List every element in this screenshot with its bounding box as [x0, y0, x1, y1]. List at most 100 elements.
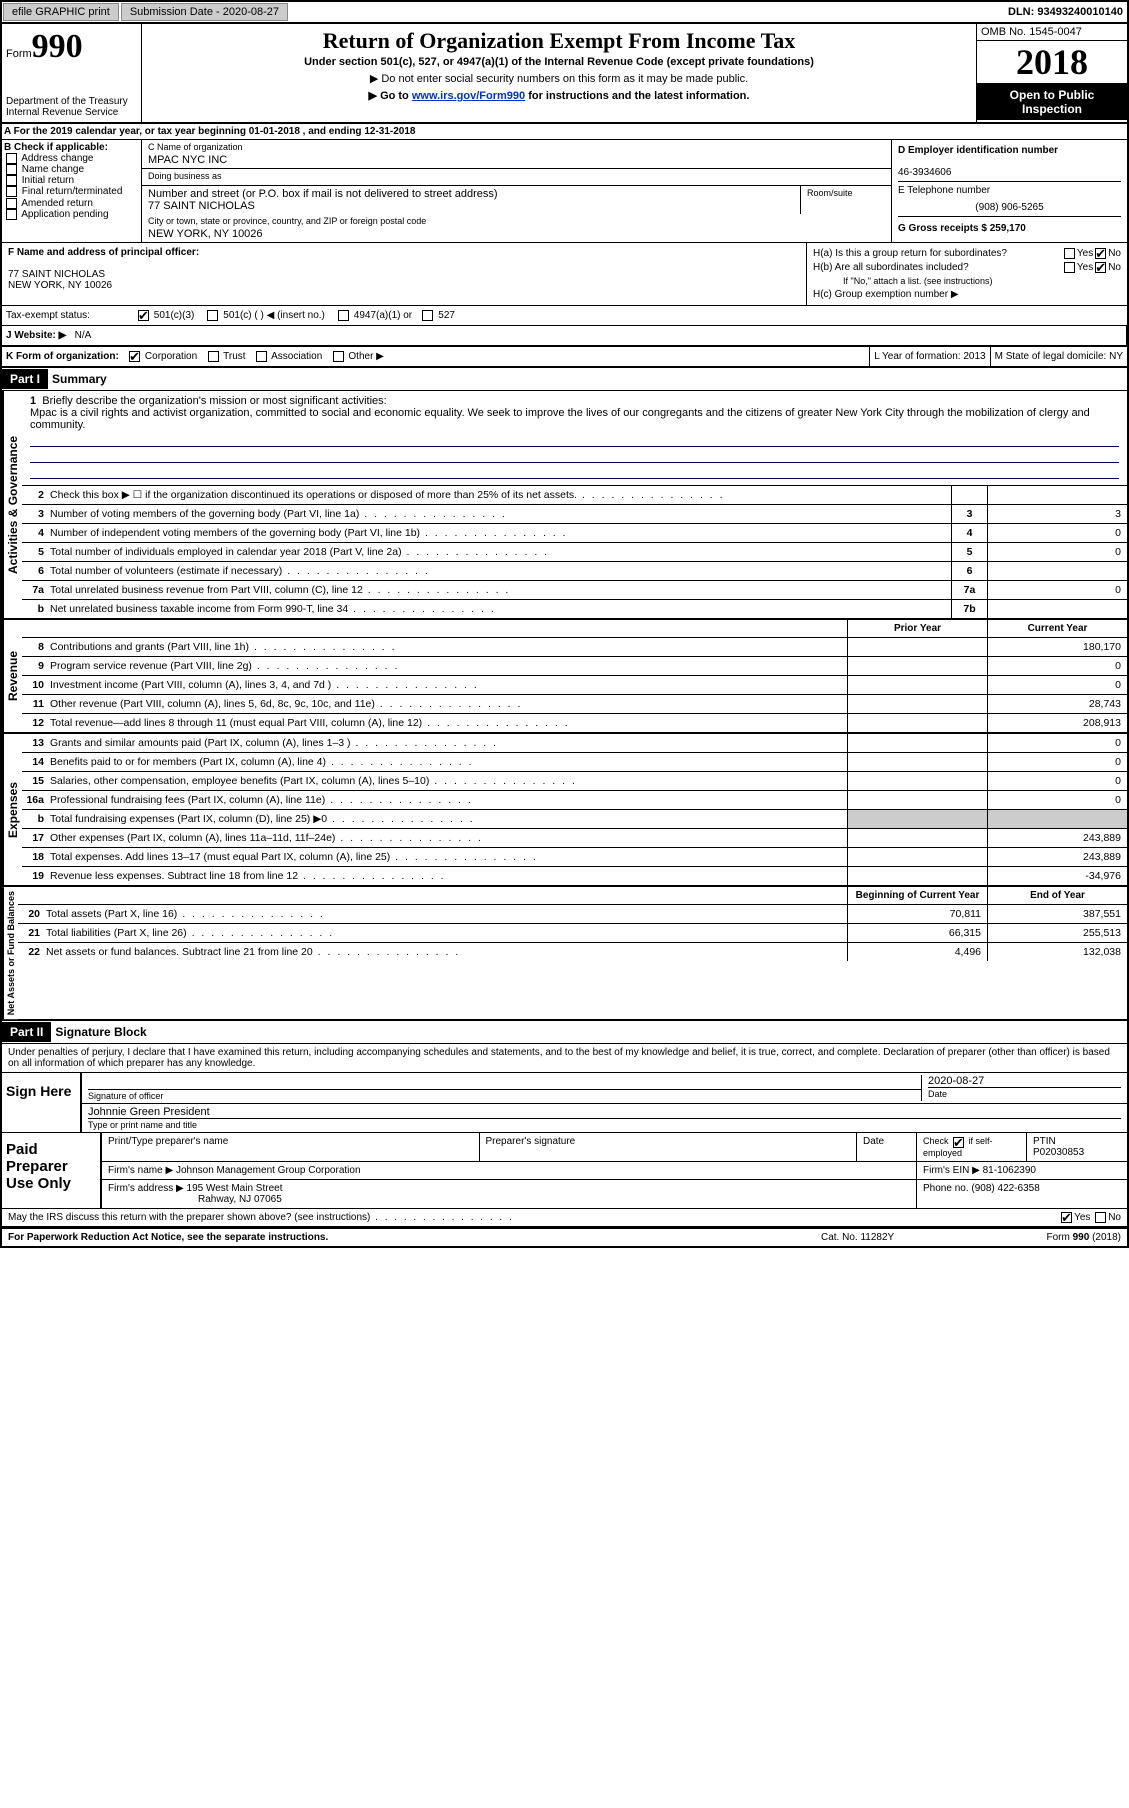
- trust-checkbox[interactable]: [208, 351, 219, 362]
- paid-preparer-label: Paid Preparer Use Only: [2, 1133, 102, 1208]
- discuss-yes-checkbox[interactable]: [1061, 1212, 1072, 1223]
- discuss-question: May the IRS discuss this return with the…: [8, 1212, 1059, 1223]
- column-d: D Employer identification number 46-3934…: [892, 140, 1127, 242]
- colb-checkbox[interactable]: [6, 153, 17, 164]
- phone-value: (908) 422-6358: [971, 1183, 1039, 1194]
- row-j: J Website: ▶ N/A: [2, 326, 1127, 347]
- dba-caption: Doing business as: [148, 171, 885, 181]
- preparer-sig-hdr: Preparer's signature: [480, 1133, 858, 1161]
- discuss-no-checkbox[interactable]: [1095, 1212, 1106, 1223]
- goto-suffix: for instructions and the latest informat…: [525, 90, 749, 102]
- colb-checkbox[interactable]: [6, 209, 17, 220]
- hb-no-checkbox[interactable]: [1095, 262, 1106, 273]
- 527-checkbox[interactable]: [422, 310, 433, 321]
- opt-4947: 4947(a)(1) or: [354, 310, 412, 321]
- begin-year-hdr: Beginning of Current Year: [847, 887, 987, 904]
- data-line: 15Salaries, other compensation, employee…: [22, 772, 1127, 791]
- assoc-checkbox[interactable]: [256, 351, 267, 362]
- data-line: 16aProfessional fundraising fees (Part I…: [22, 791, 1127, 810]
- corp-checkbox[interactable]: [129, 351, 140, 362]
- mission-block: 1 Briefly describe the organization's mi…: [22, 391, 1127, 486]
- expenses-section: Expenses 13Grants and similar amounts pa…: [2, 734, 1127, 887]
- org-name-caption: C Name of organization: [148, 142, 885, 152]
- city-caption: City or town, state or province, country…: [148, 216, 885, 226]
- efile-button[interactable]: efile GRAPHIC print: [3, 3, 119, 21]
- 501c3-checkbox[interactable]: [138, 310, 149, 321]
- sign-here-block: Sign Here Signature of officer 2020-08-2…: [2, 1073, 1127, 1133]
- ptin-label: PTIN: [1033, 1136, 1056, 1147]
- other-checkbox[interactable]: [333, 351, 344, 362]
- colb-checkbox[interactable]: [6, 186, 17, 197]
- dept-treasury: Department of the Treasury: [6, 96, 137, 107]
- firm-addr1: 195 West Main Street: [187, 1183, 283, 1194]
- opt-other: Other ▶: [348, 351, 383, 362]
- firm-addr-label: Firm's address ▶: [108, 1183, 184, 1194]
- part1-title: Summary: [48, 368, 111, 390]
- no-label: No: [1108, 248, 1121, 259]
- part2-header: Part II Signature Block: [2, 1021, 1127, 1044]
- preparer-date-hdr: Date: [857, 1133, 917, 1161]
- discuss-yes: Yes: [1074, 1212, 1090, 1223]
- open-to-public: Open to Public Inspection: [977, 84, 1127, 120]
- firm-addr2: Rahway, NJ 07065: [198, 1194, 282, 1205]
- city-state-zip: NEW YORK, NY 10026: [148, 228, 885, 240]
- data-line: 18Total expenses. Add lines 13–17 (must …: [22, 848, 1127, 867]
- current-year-hdr: Current Year: [987, 620, 1127, 637]
- org-name: MPAC NYC INC: [148, 154, 885, 166]
- gov-line: 3Number of voting members of the governi…: [22, 505, 1127, 524]
- end-year-hdr: End of Year: [987, 887, 1127, 904]
- firm-ein: 81-1062390: [983, 1165, 1036, 1176]
- form-990-num: 990: [32, 28, 83, 65]
- part2-badge: Part II: [2, 1022, 51, 1042]
- data-line: 20Total assets (Part X, line 16)70,81138…: [18, 905, 1127, 924]
- colb-checkbox[interactable]: [6, 175, 17, 186]
- data-line: bTotal fundraising expenses (Part IX, co…: [22, 810, 1127, 829]
- form-header: Form990 Department of the Treasury Inter…: [2, 24, 1127, 124]
- officer-name: Johnnie Green President: [88, 1106, 210, 1118]
- telephone-value: (908) 906-5265: [898, 202, 1121, 213]
- state-domicile: M State of legal domicile: NY: [991, 347, 1127, 366]
- column-h: H(a) Is this a group return for subordin…: [807, 243, 1127, 305]
- opt-501c: 501(c) ( ) ◀ (insert no.): [223, 310, 325, 321]
- colb-option: Initial return: [4, 175, 139, 186]
- submission-date-button[interactable]: Submission Date - 2020-08-27: [121, 3, 288, 21]
- 4947-checkbox[interactable]: [338, 310, 349, 321]
- top-bar: efile GRAPHIC print Submission Date - 20…: [2, 2, 1127, 24]
- form-ref: Form 990 (2018): [1047, 1232, 1121, 1243]
- signature-caption: Signature of officer: [88, 1089, 921, 1101]
- form-subtitle: Under section 501(c), 527, or 4947(a)(1)…: [146, 56, 972, 68]
- firm-name: Johnson Management Group Corporation: [176, 1165, 361, 1176]
- form-number: Form990: [6, 28, 137, 66]
- website-label: J Website: ▶: [6, 330, 66, 341]
- data-line: 10Investment income (Part VIII, column (…: [22, 676, 1127, 695]
- form990-link[interactable]: www.irs.gov/Form990: [412, 90, 525, 102]
- paperwork-notice: For Paperwork Reduction Act Notice, see …: [8, 1232, 821, 1243]
- room-suite-caption: Room/suite: [801, 186, 891, 214]
- ha-no-checkbox[interactable]: [1095, 248, 1106, 259]
- gov-line: 2Check this box ▶ ☐ if the organization …: [22, 486, 1127, 505]
- colb-option: Final return/terminated: [4, 186, 139, 197]
- part1-badge: Part I: [2, 369, 48, 389]
- gov-line: 4Number of independent voting members of…: [22, 524, 1127, 543]
- tab-expenses: Expenses: [2, 734, 22, 885]
- data-line: 13Grants and similar amounts paid (Part …: [22, 734, 1127, 753]
- colb-checkbox[interactable]: [6, 164, 17, 175]
- omb-number: OMB No. 1545-0047: [977, 24, 1127, 41]
- gov-line: 6Total number of volunteers (estimate if…: [22, 562, 1127, 581]
- dln-label: DLN: 93493240010140: [1008, 6, 1127, 18]
- netassets-section: Net Assets or Fund Balances Beginning of…: [2, 887, 1127, 1021]
- colb-checkbox[interactable]: [6, 198, 17, 209]
- data-line: 12Total revenue—add lines 8 through 11 (…: [22, 714, 1127, 732]
- data-line: 21Total liabilities (Part X, line 26)66,…: [18, 924, 1127, 943]
- revenue-section: Revenue Prior YearCurrent Year 8Contribu…: [2, 620, 1127, 734]
- instruction-line-1: ▶ Do not enter social security numbers o…: [146, 72, 972, 85]
- irs-label: Internal Revenue Service: [6, 107, 137, 118]
- self-employed-checkbox[interactable]: [953, 1137, 964, 1148]
- mission-label: Briefly describe the organization's miss…: [42, 395, 386, 407]
- ha-yes-checkbox[interactable]: [1064, 248, 1075, 259]
- 501c-checkbox[interactable]: [207, 310, 218, 321]
- hb-yes-checkbox[interactable]: [1064, 262, 1075, 273]
- street-address: 77 SAINT NICHOLAS: [148, 200, 794, 212]
- no-label-2: No: [1108, 262, 1121, 273]
- data-line: 17Other expenses (Part IX, column (A), l…: [22, 829, 1127, 848]
